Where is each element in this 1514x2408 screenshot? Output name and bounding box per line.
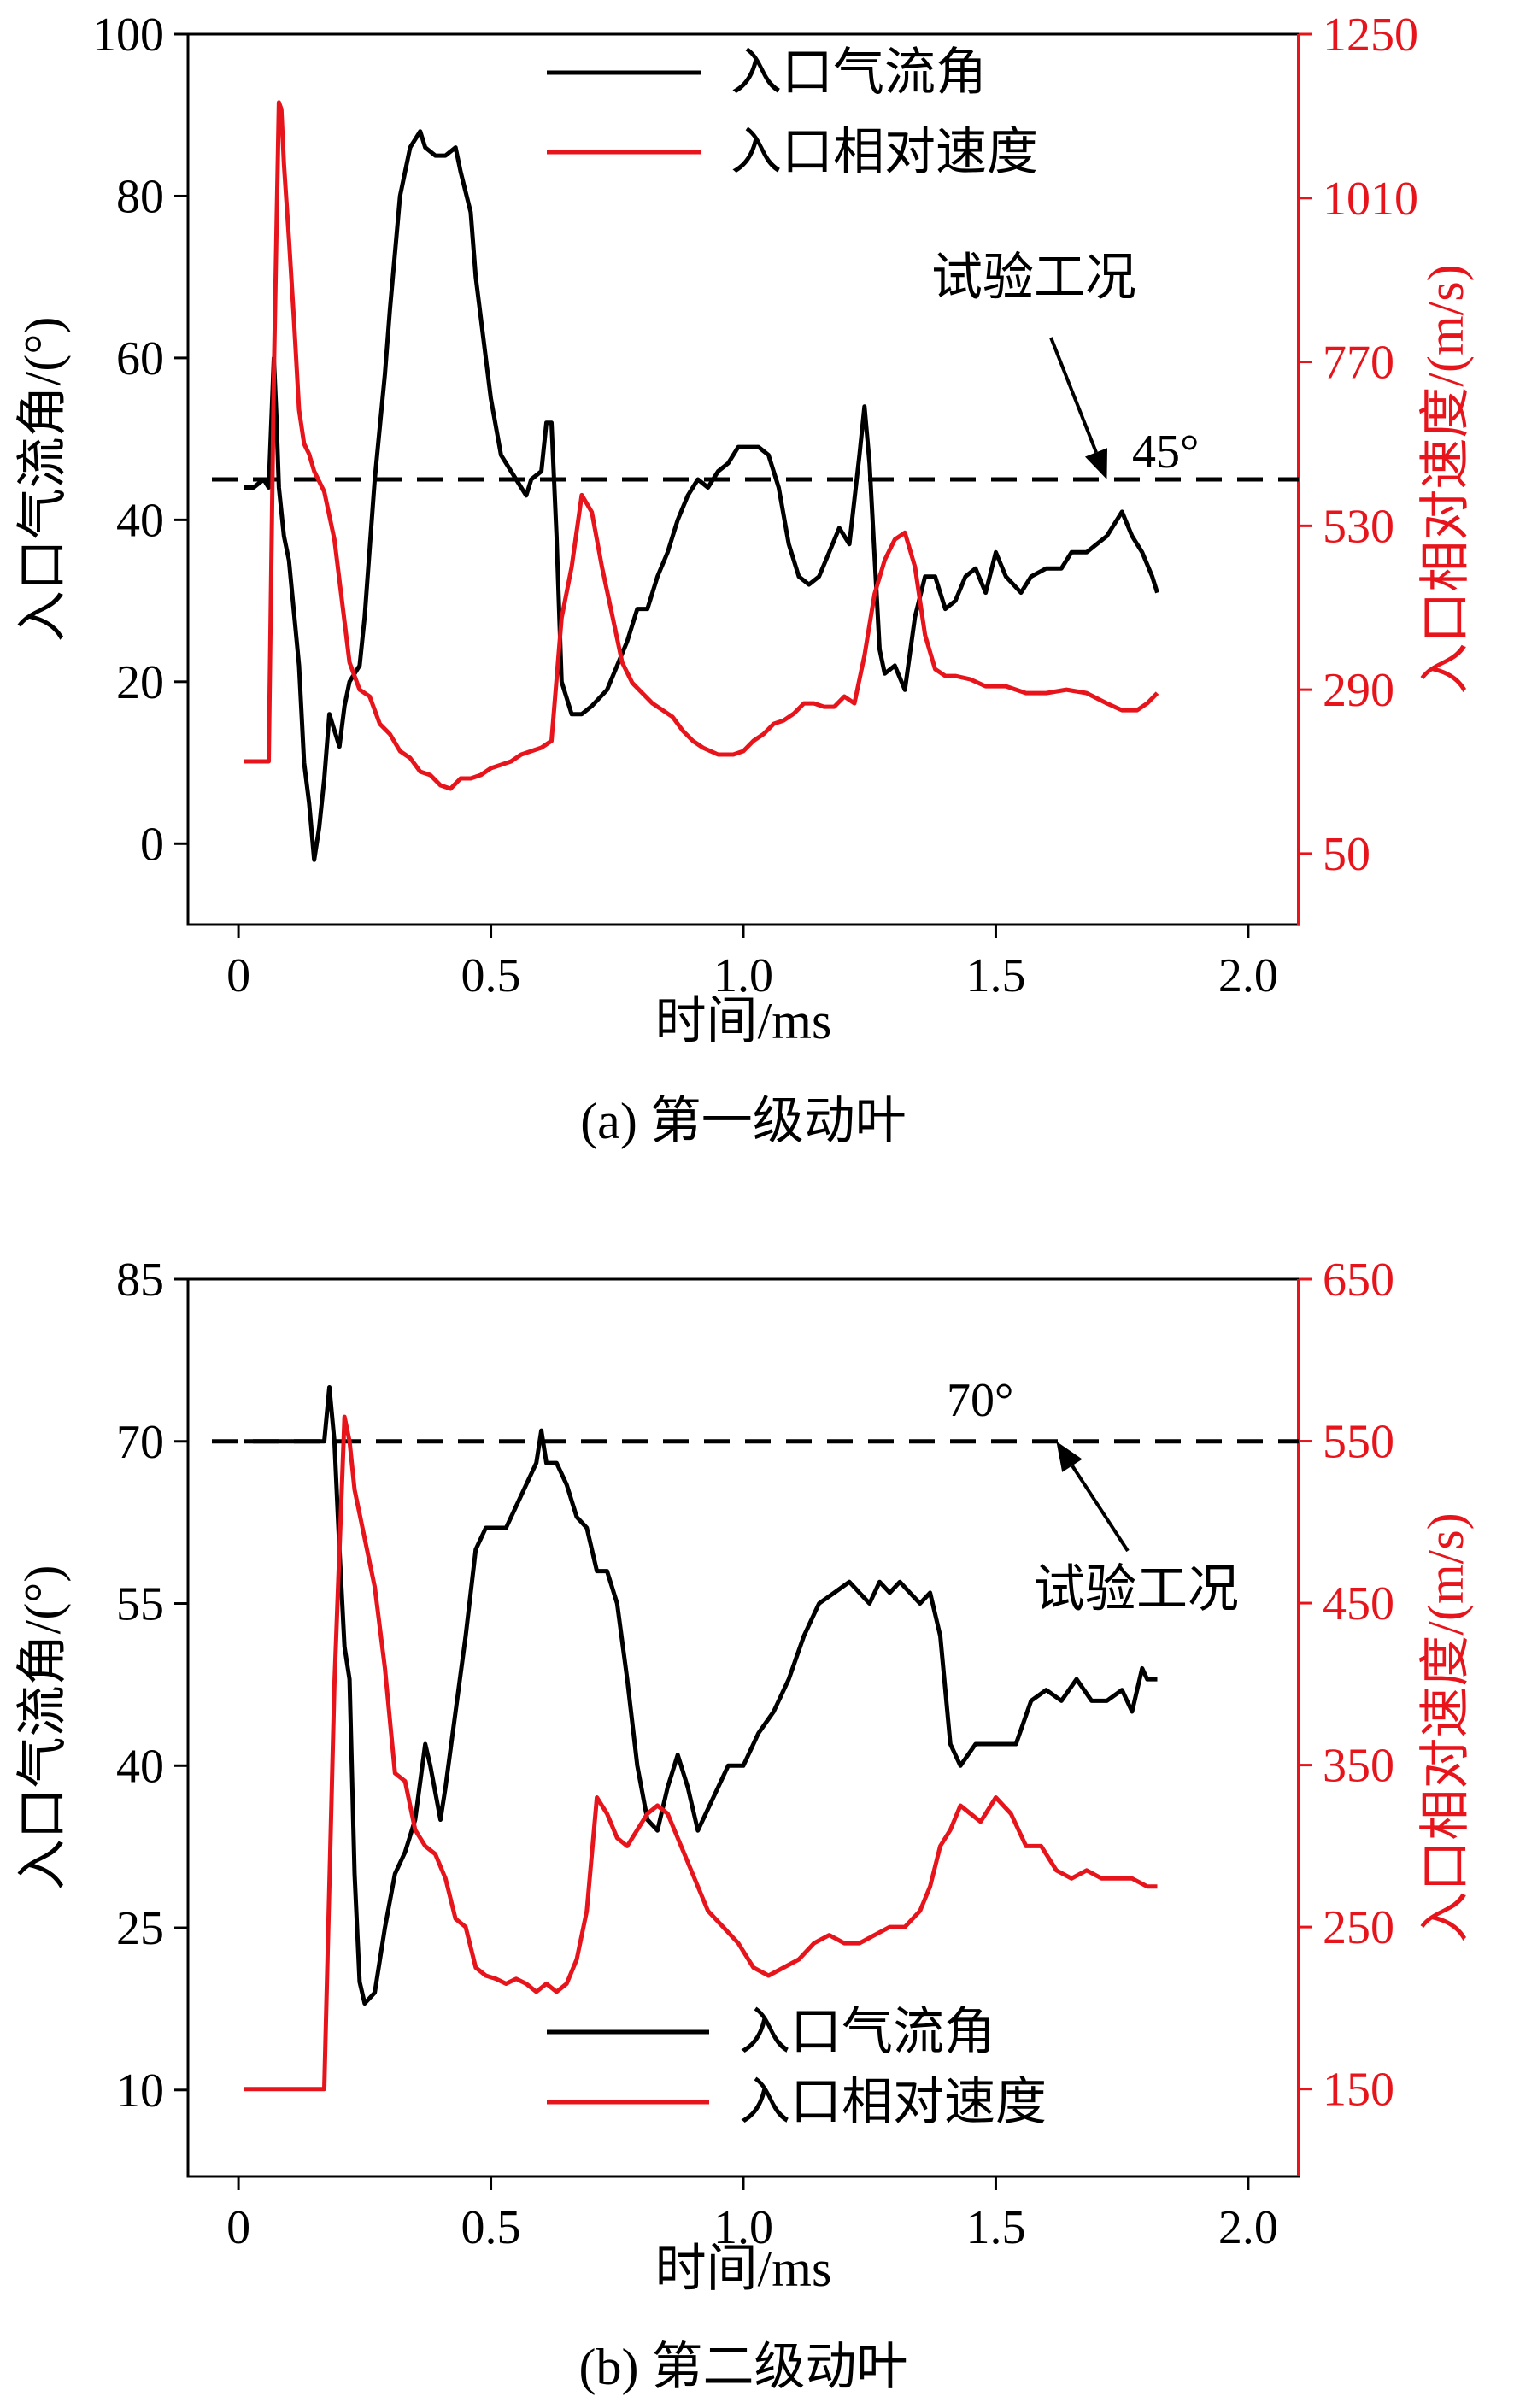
x-tick-label: 0.5 <box>461 949 521 1002</box>
y-tick-label: 0 <box>140 818 164 871</box>
y-tick-label: 40 <box>116 1740 164 1793</box>
y2-tick-label: 150 <box>1323 2064 1394 2117</box>
x-tick-label: 1.5 <box>965 2201 1025 2254</box>
reference-line-label: 45° <box>1132 426 1199 479</box>
panel-b: 0 0.5 1.0 1.5 2.0 10 25 40 55 70 85 150 250 350 450 5… <box>15 1254 1474 2395</box>
legend-label-angle: 入口气流角 <box>731 44 987 101</box>
annotation: 试验工况 <box>931 250 1136 479</box>
legend-label-angle: 入口气流角 <box>739 2004 995 2060</box>
panel-caption: (b) 第二级动叶 <box>579 2339 908 2395</box>
x-tick-label: 1.0 <box>713 2201 773 2254</box>
y-tick-label: 40 <box>116 494 164 547</box>
reference-line-label: 70° <box>947 1374 1013 1427</box>
y2-tick-label: 1250 <box>1323 9 1418 62</box>
y2-tick-label: 290 <box>1323 664 1394 717</box>
annotation-arrow <box>1049 337 1098 454</box>
annotation-text: 试验工况 <box>931 250 1136 306</box>
y2-tick-label: 650 <box>1323 1254 1394 1307</box>
y-tick-label: 55 <box>116 1578 164 1631</box>
y2-tick-label: 550 <box>1323 1416 1394 1469</box>
x-tick-label: 1.0 <box>713 949 773 1002</box>
y-tick-label: 20 <box>116 656 164 709</box>
y-ticks: 0 20 40 60 80 100 <box>92 9 188 871</box>
legend: 入口气流角 入口相对速度 <box>547 44 1038 180</box>
series-line-inlet-relative-velocity <box>244 100 1159 791</box>
y2-tick-label: 770 <box>1323 337 1394 390</box>
series-line-inlet-relative-velocity <box>244 1414 1158 2092</box>
y-tick-label: 80 <box>116 170 164 223</box>
legend-label-velocity: 入口相对速度 <box>731 124 1038 180</box>
y2-tick-label: 1010 <box>1323 173 1418 226</box>
legend: 入口气流角 入口相对速度 <box>547 2004 1047 2130</box>
y-tick-label: 85 <box>116 1254 164 1307</box>
x-tick-label: 1.5 <box>965 949 1025 1002</box>
annotation-arrow <box>1071 1465 1130 1553</box>
x-tick-label: 2.0 <box>1218 2201 1278 2254</box>
y-tick-label: 25 <box>116 1902 164 1955</box>
x-axis-label: 时间/ms <box>655 993 832 1049</box>
x-ticks: 0 0.5 1.0 1.5 2.0 <box>226 2176 1278 2254</box>
panel-caption: (a) 第一级动叶 <box>580 1093 907 1149</box>
y2-axis-label: 入口相对速度/(m/s) <box>1417 264 1474 694</box>
y-tick-label: 10 <box>116 2064 164 2117</box>
y2-axis-label: 入口相对速度/(m/s) <box>1417 1512 1474 1942</box>
y2-tick-label: 350 <box>1323 1740 1394 1793</box>
panel-a: 0 0.5 1.0 1.5 2.0 0 20 40 60 80 100 50 290 530 770 10… <box>15 9 1474 1149</box>
annotation-text: 试验工况 <box>1034 1561 1239 1618</box>
y2-tick-label: 50 <box>1323 828 1370 881</box>
x-axis-label: 时间/ms <box>655 2241 832 2297</box>
x-tick-label: 0 <box>226 949 250 1002</box>
series-line-inlet-flow-angle <box>244 129 1159 862</box>
y-tick-label: 100 <box>92 9 164 62</box>
annotation: 试验工况 <box>1034 1441 1239 1618</box>
annotation-arrowhead <box>1056 1441 1083 1472</box>
y-tick-label: 70 <box>116 1416 164 1469</box>
y-axis-label: 入口气流角/(°) <box>15 317 71 643</box>
x-tick-label: 0 <box>226 2201 250 2254</box>
y2-ticks: 50 290 530 770 1010 1250 <box>1297 9 1418 925</box>
y2-ticks: 150 250 350 450 550 650 <box>1297 1254 1394 2176</box>
y-ticks: 10 25 40 55 70 85 <box>116 1254 188 2117</box>
x-ticks: 0 0.5 1.0 1.5 2.0 <box>226 925 1278 1002</box>
y2-tick-label: 250 <box>1323 1901 1394 1954</box>
series-line-inlet-flow-angle <box>244 1385 1158 2006</box>
x-tick-label: 0.5 <box>461 2201 521 2254</box>
legend-label-velocity: 入口相对速度 <box>739 2074 1047 2130</box>
x-tick-label: 2.0 <box>1218 949 1278 1002</box>
y-tick-label: 60 <box>116 332 164 385</box>
y-axis-label: 入口气流角/(°) <box>15 1565 71 1891</box>
annotation-arrowhead <box>1084 448 1108 479</box>
y2-tick-label: 450 <box>1323 1577 1394 1630</box>
y2-tick-label: 530 <box>1323 500 1394 553</box>
